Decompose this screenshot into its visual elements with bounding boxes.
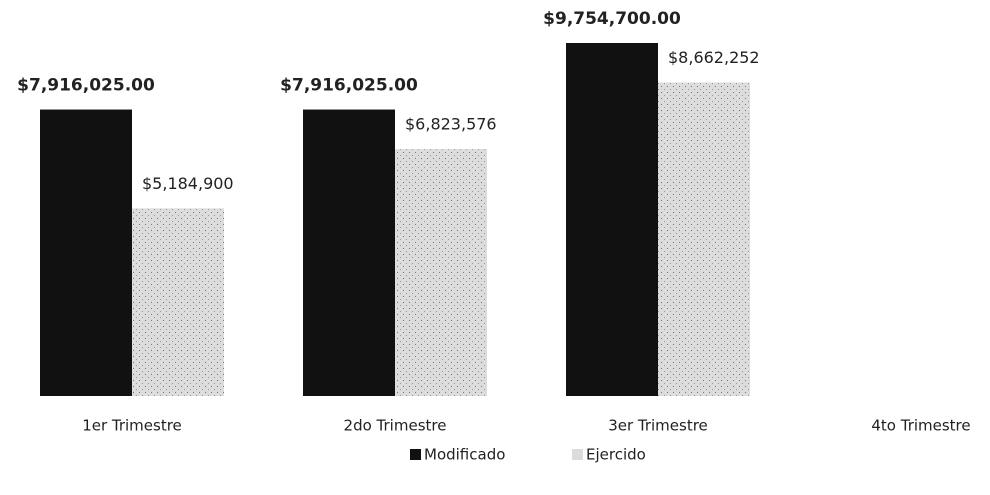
- legend-label: Ejercido: [586, 446, 646, 464]
- x-tick-label: 3er Trimestre: [608, 417, 708, 435]
- x-tick-label: 1er Trimestre: [82, 417, 182, 435]
- bar-texture: [132, 208, 224, 396]
- legend-swatch: [410, 449, 421, 460]
- bar: [303, 109, 395, 397]
- x-tick-label: 2do Trimestre: [344, 417, 447, 435]
- bar-texture: [658, 82, 750, 396]
- value-label: $7,916,025.00: [280, 76, 418, 96]
- x-tick-label: 4to Trimestre: [871, 417, 970, 435]
- legend-swatch: [572, 449, 583, 460]
- bar: [566, 43, 658, 396]
- value-label: $8,662,252: [668, 48, 760, 67]
- legend-label: Modificado: [424, 446, 505, 464]
- bar: [40, 109, 132, 397]
- value-label: $6,823,576: [405, 115, 497, 134]
- value-label: $5,184,900: [142, 174, 234, 193]
- value-label: $9,754,700.00: [543, 9, 681, 29]
- bar-texture: [395, 149, 487, 396]
- value-label: $7,916,025.00: [17, 76, 155, 96]
